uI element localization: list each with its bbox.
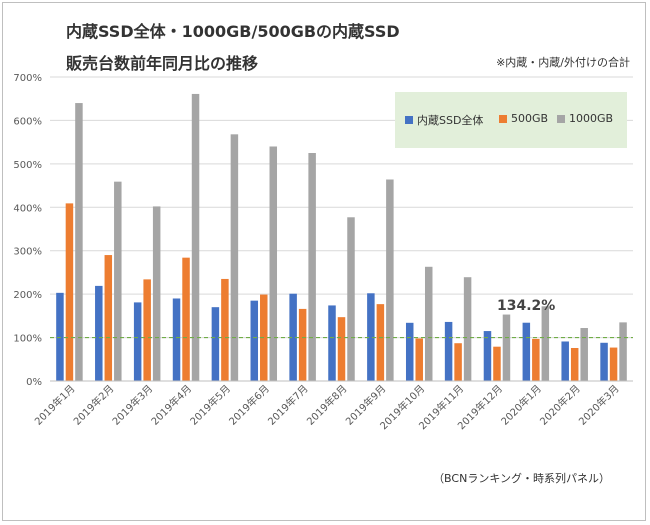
bar xyxy=(337,317,346,381)
bar xyxy=(143,279,151,381)
bar xyxy=(182,257,190,381)
bar xyxy=(172,298,181,381)
bar xyxy=(570,347,579,381)
legend-item-1000gb: 1000GB xyxy=(557,112,613,125)
legend-label-500gb: 500GB xyxy=(511,112,549,125)
bar xyxy=(463,277,472,381)
bar xyxy=(483,331,492,381)
chart-note: ※内蔵・内蔵/外付けの合計 xyxy=(496,56,630,69)
bar xyxy=(444,321,453,381)
legend-swatch-500gb xyxy=(499,114,507,123)
bar xyxy=(541,306,550,381)
bar xyxy=(133,302,142,381)
legend-label-1000gb: 1000GB xyxy=(569,112,614,125)
bar xyxy=(104,255,113,381)
chart-title-line1: 内蔵SSD全体・1000GB/500GBの内蔵SSD xyxy=(66,22,400,41)
bar xyxy=(114,181,122,381)
bar xyxy=(347,217,355,381)
bar xyxy=(230,134,239,381)
x-tick-label: 2019年4月 xyxy=(148,382,194,428)
y-tick-label: 300% xyxy=(13,247,42,258)
bar xyxy=(211,307,220,381)
legend-swatch-all xyxy=(405,116,413,124)
bar xyxy=(522,322,531,381)
bar xyxy=(56,292,64,381)
bar xyxy=(65,203,74,381)
x-tick-label: 2020年1月 xyxy=(498,382,544,428)
legend-item-all: 内蔵SSD全体 xyxy=(405,112,483,128)
bar xyxy=(367,293,375,381)
y-tick-label: 200% xyxy=(13,290,42,301)
bar xyxy=(561,341,569,381)
bar xyxy=(619,322,627,381)
y-tick-label: 600% xyxy=(13,116,42,127)
legend-label-all: 内蔵SSD全体 xyxy=(417,114,484,127)
bar xyxy=(386,179,394,381)
bar xyxy=(75,103,83,382)
bar xyxy=(328,305,336,381)
bar xyxy=(415,338,423,381)
legend-swatch-1000gb xyxy=(557,114,565,123)
bar xyxy=(600,342,608,381)
y-tick-label: 400% xyxy=(13,203,42,214)
chart-legend: 内蔵SSD全体 500GB 1000GB xyxy=(395,92,627,148)
chart-source: （BCNランキング・時系列パネル） xyxy=(433,472,610,485)
y-tick-label: 100% xyxy=(13,334,42,345)
y-tick-label: 500% xyxy=(13,160,42,171)
chart-title-line2: 販売台数前年同月比の推移 xyxy=(66,54,259,73)
bar xyxy=(405,322,414,381)
callout-label: 134.2% xyxy=(497,298,556,314)
bar xyxy=(454,343,462,381)
x-tick-label: 2019年6月 xyxy=(226,382,272,428)
bar xyxy=(298,308,307,381)
x-tick-label: 2019年2月 xyxy=(71,382,117,428)
y-tick-label: 0% xyxy=(26,377,42,388)
bar xyxy=(152,206,161,381)
y-tick-label: 700% xyxy=(13,73,42,84)
bar xyxy=(221,278,229,381)
bar xyxy=(493,346,501,381)
bar xyxy=(609,347,618,381)
bar xyxy=(580,328,588,381)
bar xyxy=(250,300,259,381)
bar xyxy=(269,146,278,381)
bar xyxy=(424,266,433,381)
bar xyxy=(289,293,297,381)
bar xyxy=(376,304,385,381)
bar xyxy=(308,153,316,381)
bar xyxy=(191,93,200,382)
x-tick-label: 2020年2月 xyxy=(537,382,583,428)
x-tick-label: 2019年5月 xyxy=(187,382,233,428)
x-tick-label: 2019年8月 xyxy=(304,382,350,428)
bar xyxy=(502,314,511,381)
x-tick-label: 2020年3月 xyxy=(576,382,622,428)
x-tick-label: 2019年7月 xyxy=(265,382,311,428)
legend-item-500gb: 500GB xyxy=(499,112,548,125)
x-tick-label: 2019年3月 xyxy=(109,382,155,428)
x-tick-label: 2019年1月 xyxy=(32,382,78,428)
bar xyxy=(95,285,103,381)
bar xyxy=(532,338,540,381)
